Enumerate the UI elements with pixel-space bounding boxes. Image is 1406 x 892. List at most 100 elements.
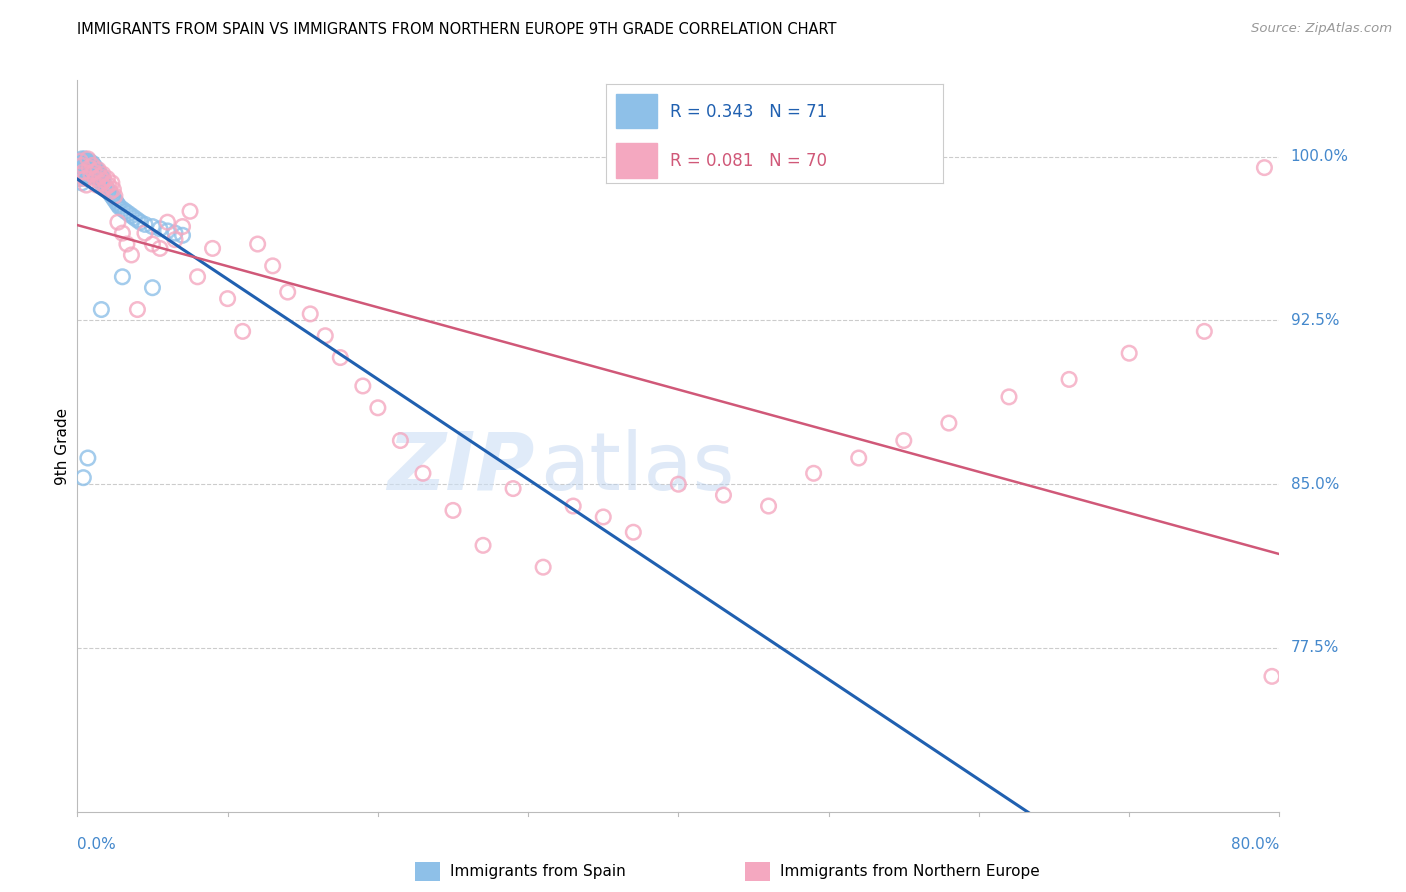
Point <box>668 477 690 491</box>
Point <box>83 165 105 179</box>
Point <box>103 191 125 205</box>
Point <box>86 178 108 192</box>
Text: Source: ZipAtlas.com: Source: ZipAtlas.com <box>1251 22 1392 36</box>
Point <box>367 401 389 415</box>
Point <box>96 182 118 196</box>
Point <box>75 161 97 175</box>
Point <box>232 324 254 338</box>
Point <box>70 176 93 190</box>
Point <box>69 154 91 169</box>
Point <box>938 416 960 430</box>
Point <box>1057 372 1080 386</box>
Point <box>67 154 90 169</box>
Point <box>172 228 194 243</box>
Text: Immigrants from Northern Europe: Immigrants from Northern Europe <box>780 864 1040 879</box>
Point <box>79 154 101 169</box>
Point <box>90 169 112 184</box>
Point <box>75 154 97 169</box>
Point <box>149 241 172 255</box>
Text: atlas: atlas <box>540 429 734 507</box>
Point <box>1118 346 1140 360</box>
Point <box>163 233 186 247</box>
Point <box>893 434 915 448</box>
Point <box>156 215 179 229</box>
Text: 0.0%: 0.0% <box>77 837 117 852</box>
Point <box>70 158 93 172</box>
Point <box>80 167 103 181</box>
Point <box>163 226 186 240</box>
Point <box>998 390 1021 404</box>
Point <box>96 171 118 186</box>
Point <box>90 302 112 317</box>
Point <box>562 499 585 513</box>
Point <box>107 198 129 212</box>
Point <box>134 226 156 240</box>
Point <box>87 165 110 179</box>
Point <box>592 510 614 524</box>
Point <box>217 292 239 306</box>
Point <box>72 470 94 484</box>
Point <box>72 154 94 169</box>
Point <box>1261 669 1284 683</box>
Point <box>111 269 134 284</box>
Point <box>79 167 101 181</box>
Point <box>115 237 138 252</box>
Point <box>201 241 224 255</box>
Point <box>141 281 163 295</box>
Point <box>75 167 97 181</box>
Point <box>472 538 495 552</box>
Point <box>389 434 412 448</box>
Point <box>70 167 93 181</box>
Point <box>70 158 93 172</box>
Point <box>111 202 134 216</box>
Point <box>97 185 120 199</box>
Point <box>69 156 91 170</box>
Point <box>141 237 163 252</box>
Point <box>803 467 825 481</box>
Point <box>101 176 124 190</box>
Point <box>108 200 131 214</box>
Point <box>83 165 105 179</box>
Text: 77.5%: 77.5% <box>1291 640 1339 656</box>
Point <box>80 165 103 179</box>
Point <box>89 167 111 181</box>
Point <box>86 169 108 184</box>
Point <box>80 158 103 172</box>
Point <box>134 218 156 232</box>
Point <box>758 499 780 513</box>
Point <box>73 152 96 166</box>
Point <box>72 165 94 179</box>
Point <box>84 171 107 186</box>
Point <box>299 307 322 321</box>
Point <box>86 162 108 177</box>
Point <box>89 169 111 184</box>
Text: 85.0%: 85.0% <box>1291 476 1339 491</box>
Point <box>127 213 149 227</box>
Point <box>156 224 179 238</box>
Point <box>120 248 142 262</box>
Text: 80.0%: 80.0% <box>1232 837 1279 852</box>
Text: 92.5%: 92.5% <box>1291 313 1339 328</box>
Point <box>124 211 146 225</box>
Point <box>83 158 105 172</box>
Point <box>100 186 122 201</box>
Point <box>76 450 98 465</box>
Point <box>127 302 149 317</box>
Point <box>93 174 115 188</box>
Point <box>105 195 128 210</box>
Point <box>82 169 104 184</box>
Point <box>82 158 104 172</box>
Point <box>87 171 110 186</box>
Point <box>111 226 134 240</box>
Point <box>329 351 352 365</box>
Point <box>172 219 194 234</box>
Point <box>82 156 104 170</box>
Point <box>91 167 114 181</box>
Point <box>179 204 201 219</box>
Point <box>441 503 464 517</box>
Text: ZIP: ZIP <box>387 429 534 507</box>
Point <box>84 167 107 181</box>
Point <box>103 182 125 196</box>
Point <box>104 194 127 208</box>
Point <box>91 171 114 186</box>
